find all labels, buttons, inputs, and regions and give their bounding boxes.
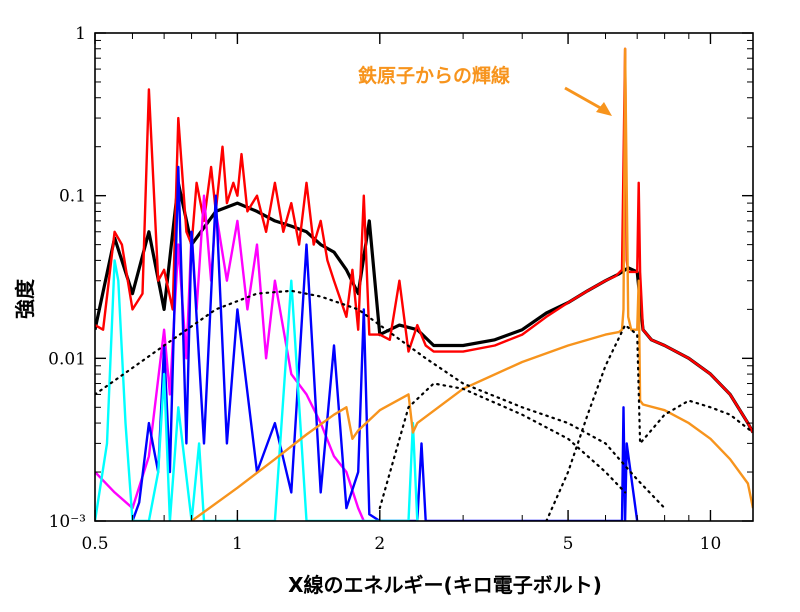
x-tick-label-2: 2 — [374, 534, 385, 554]
iron-line-annotation: 鉄原子からの輝線 — [358, 64, 510, 87]
series-line-7 — [95, 289, 666, 510]
plot-frame — [94, 32, 754, 522]
series-line-6 — [190, 47, 753, 521]
x-tick-label-5: 5 — [563, 534, 574, 554]
series-line-8 — [378, 382, 627, 510]
x-tick-label-1: 1 — [232, 534, 243, 554]
series-line-4 — [131, 165, 639, 521]
y-tick-label: 0.1 — [59, 187, 86, 207]
tick-layer — [94, 32, 753, 522]
y-tick-label: 1 — [75, 24, 86, 44]
annotation-arrow — [564, 86, 612, 116]
y-axis-title: 強度 — [13, 278, 37, 319]
series-layer — [95, 47, 753, 521]
x-axis-title: X線のエネルギー(キロ電子ボルト) — [288, 573, 602, 597]
x-tick-label-10: 10 — [700, 534, 722, 554]
y-tick-label: 10⁻³ — [49, 512, 86, 532]
x-tick-label-0.5: 0.5 — [81, 534, 108, 554]
label-layer: 0.5 1 2 5 10 10⁻³ 0.01 0.1 1 — [48, 24, 721, 554]
series-line-3 — [95, 194, 365, 521]
series-line-9 — [545, 324, 753, 521]
series-line-5 — [95, 259, 419, 521]
y-tick-label: 0.01 — [48, 349, 86, 369]
